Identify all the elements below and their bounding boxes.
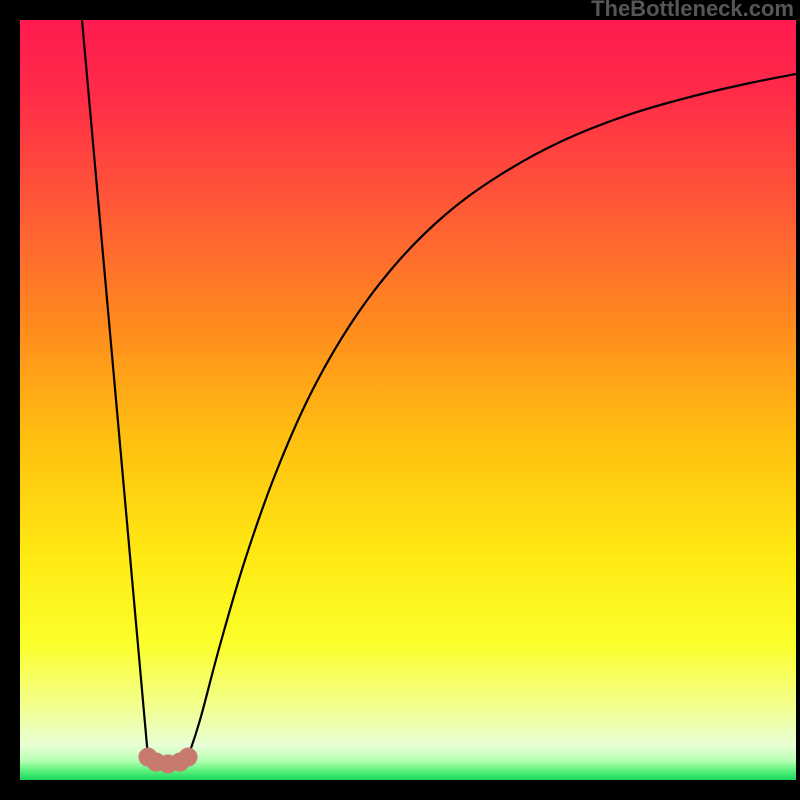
watermark-text: TheBottleneck.com [591, 0, 794, 22]
optimal-point-marker [179, 748, 197, 766]
chart-background [20, 20, 796, 780]
